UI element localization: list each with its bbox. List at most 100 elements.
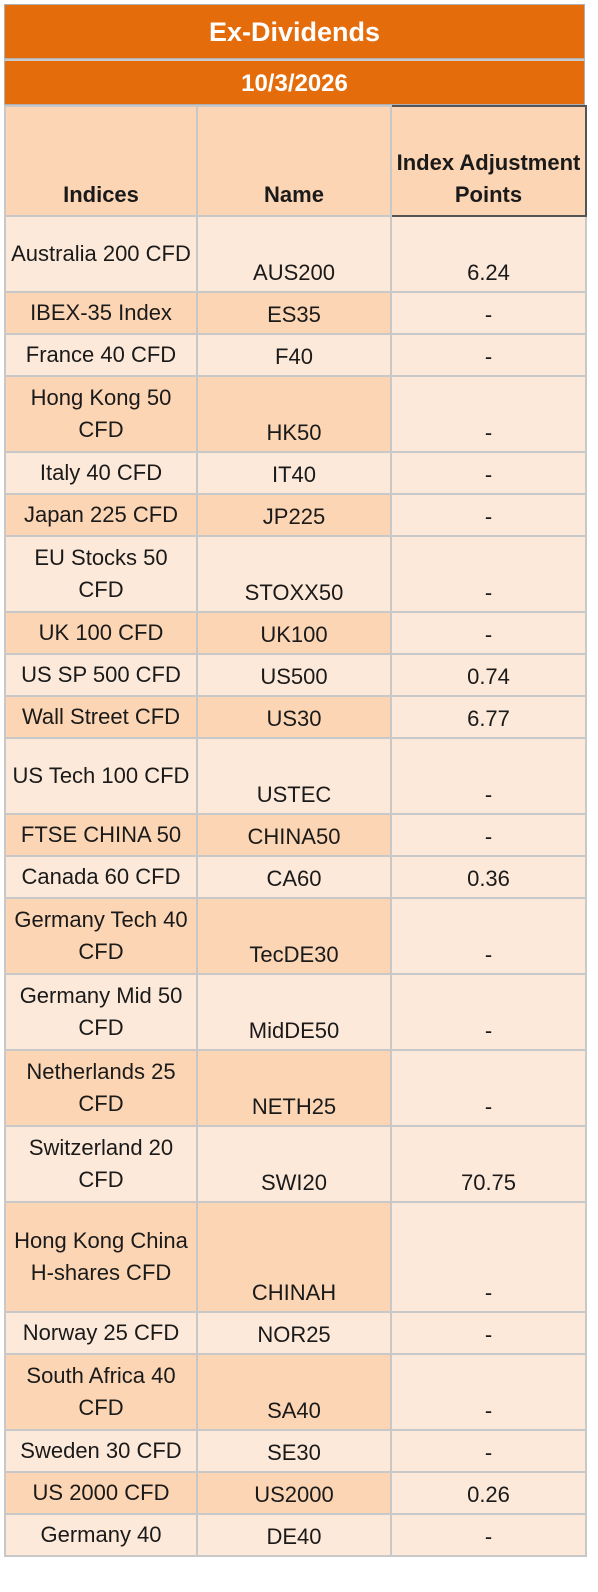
symbol-cell: CA60: [196, 855, 392, 899]
index-cell: Japan 225 CFD: [4, 493, 198, 537]
table-row: Japan 225 CFD JP225-: [4, 493, 587, 537]
symbol-cell: DE40: [196, 1513, 392, 1557]
index-cell: Germany 40: [4, 1513, 198, 1557]
symbol-cell: HK50: [196, 375, 392, 453]
index-cell: Norway 25 CFD: [4, 1311, 198, 1355]
table-row: Wall Street CFD US30 6.77: [4, 695, 587, 739]
adjustment-points-cell: -: [390, 375, 587, 453]
table-row: Hong Kong China H-shares CFD CHINAH -: [4, 1201, 587, 1313]
index-cell: US 2000 CFD: [4, 1471, 198, 1515]
adjustment-points-cell: -: [390, 611, 587, 655]
ex-dividends-sheet: Ex-Dividends 10/3/2026 Indices Name Inde…: [4, 4, 587, 1557]
adjustment-points-cell: -: [390, 451, 587, 495]
adjustment-points-cell: -: [390, 535, 587, 613]
table-row: US 2000 CFD US2000 0.26: [4, 1471, 587, 1515]
symbol-cell: US30: [196, 695, 392, 739]
symbol-cell: SA40: [196, 1353, 392, 1431]
sheet-date: 10/3/2026: [4, 59, 585, 105]
index-cell: EU Stocks 50 CFD: [4, 535, 198, 613]
symbol-cell: SE30: [196, 1429, 392, 1473]
adjustment-points-cell: -: [390, 1049, 587, 1127]
symbol-cell: JP225: [196, 493, 392, 537]
table-row: Germany Tech 40 CFD TecDE30-: [4, 897, 587, 975]
adjustment-points-cell: -: [390, 333, 587, 377]
symbol-cell: USTEC: [196, 737, 392, 815]
adjustment-points-cell: 6.24: [390, 215, 587, 293]
table-row: France 40 CFD F40-: [4, 333, 587, 377]
table-row: EU Stocks 50 CFD STOXX50-: [4, 535, 587, 613]
adjustment-points-cell: -: [390, 1513, 587, 1557]
table-row: Italy 40 CFD IT40-: [4, 451, 587, 495]
table-row: Switzerland 20 CFD SWI20 70.75: [4, 1125, 587, 1203]
table-row: Canada 60 CFD CA60 0.36: [4, 855, 587, 899]
symbol-cell: AUS200: [196, 215, 392, 293]
table-row: FTSE CHINA 50 CHINA50-: [4, 813, 587, 857]
adjustment-points-cell: 0.74: [390, 653, 587, 697]
adjustment-points-cell: 0.26: [390, 1471, 587, 1515]
symbol-cell: ES35: [196, 291, 392, 335]
adjustment-points-cell: -: [390, 493, 587, 537]
table-row: IBEX-35 Index ES35-: [4, 291, 587, 335]
table-row: Australia 200 CFD AUS200 6.24: [4, 215, 587, 293]
index-cell: Netherlands 25 CFD: [4, 1049, 198, 1127]
symbol-cell: MidDE50: [196, 973, 392, 1051]
index-cell: IBEX-35 Index: [4, 291, 198, 335]
index-cell: FTSE CHINA 50: [4, 813, 198, 857]
index-cell: US SP 500 CFD: [4, 653, 198, 697]
index-cell: Germany Tech 40 CFD: [4, 897, 198, 975]
index-cell: Wall Street CFD: [4, 695, 198, 739]
adjustment-points-cell: -: [390, 973, 587, 1051]
index-cell: US Tech 100 CFD: [4, 737, 198, 815]
symbol-cell: F40: [196, 333, 392, 377]
column-header-name: Name: [196, 105, 392, 217]
index-cell: Sweden 30 CFD: [4, 1429, 198, 1473]
adjustment-points-cell: -: [390, 1429, 587, 1473]
index-cell: Australia 200 CFD: [4, 215, 198, 293]
symbol-cell: US2000: [196, 1471, 392, 1515]
index-cell: South Africa 40 CFD: [4, 1353, 198, 1431]
index-cell: Canada 60 CFD: [4, 855, 198, 899]
index-cell: Hong Kong China H-shares CFD: [4, 1201, 198, 1313]
symbol-cell: SWI20: [196, 1125, 392, 1203]
column-header-adjustment-points: Index Adjustment Points: [390, 105, 587, 217]
table-row: South Africa 40 CFD SA40-: [4, 1353, 587, 1431]
dividends-table: Indices Name Index Adjustment Points Aus…: [4, 105, 587, 1557]
adjustment-points-cell: -: [390, 1353, 587, 1431]
table-body: Australia 200 CFD AUS200 6.24 IBEX-35 Index…: [4, 215, 587, 1557]
table-row: UK 100 CFD UK100-: [4, 611, 587, 655]
adjustment-points-cell: -: [390, 813, 587, 857]
symbol-cell: STOXX50: [196, 535, 392, 613]
index-cell: Germany Mid 50 CFD: [4, 973, 198, 1051]
adjustment-points-cell: -: [390, 897, 587, 975]
table-row: Sweden 30 CFD SE30-: [4, 1429, 587, 1473]
adjustment-points-cell: 6.77: [390, 695, 587, 739]
index-cell: UK 100 CFD: [4, 611, 198, 655]
index-cell: Hong Kong 50 CFD: [4, 375, 198, 453]
adjustment-points-cell: -: [390, 737, 587, 815]
index-cell: Switzerland 20 CFD: [4, 1125, 198, 1203]
table-row: Hong Kong 50 CFD HK50-: [4, 375, 587, 453]
symbol-cell: IT40: [196, 451, 392, 495]
symbol-cell: NETH25: [196, 1049, 392, 1127]
adjustment-points-cell: -: [390, 1201, 587, 1313]
adjustment-points-cell: -: [390, 291, 587, 335]
symbol-cell: US500: [196, 653, 392, 697]
table-row: Germany 40 DE40-: [4, 1513, 587, 1557]
symbol-cell: CHINA50: [196, 813, 392, 857]
adjustment-points-cell: 0.36: [390, 855, 587, 899]
table-row: US Tech 100 CFD USTEC -: [4, 737, 587, 815]
table-row: US SP 500 CFD US500 0.74: [4, 653, 587, 697]
table-header-row: Indices Name Index Adjustment Points: [4, 105, 587, 217]
column-header-indices: Indices: [4, 105, 198, 217]
table-row: Germany Mid 50 CFD MidDE50-: [4, 973, 587, 1051]
symbol-cell: NOR25: [196, 1311, 392, 1355]
symbol-cell: CHINAH: [196, 1201, 392, 1313]
index-cell: France 40 CFD: [4, 333, 198, 377]
symbol-cell: UK100: [196, 611, 392, 655]
adjustment-points-cell: -: [390, 1311, 587, 1355]
table-row: Netherlands 25 CFD NETH25-: [4, 1049, 587, 1127]
symbol-cell: TecDE30: [196, 897, 392, 975]
sheet-title: Ex-Dividends: [4, 4, 585, 59]
table-row: Norway 25 CFD NOR25-: [4, 1311, 587, 1355]
index-cell: Italy 40 CFD: [4, 451, 198, 495]
